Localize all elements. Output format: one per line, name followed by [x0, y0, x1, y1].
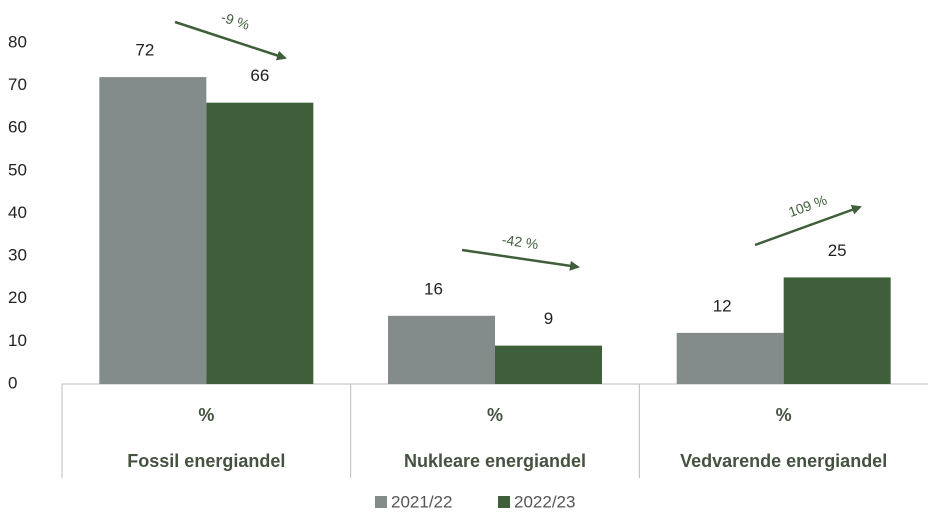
data-label: 12	[713, 296, 732, 315]
annotation-arrow	[174, 20, 287, 61]
data-label: 25	[828, 241, 847, 260]
bar	[388, 315, 495, 384]
legend-label: 2022/23	[514, 492, 575, 511]
data-label: 72	[135, 41, 154, 60]
legend-label: 2021/22	[391, 492, 452, 511]
y-tick-label: 0	[8, 373, 17, 392]
y-tick-label: 20	[8, 288, 27, 307]
y-tick-label: 50	[8, 160, 27, 179]
bar	[206, 102, 314, 385]
x-tick-unit: %	[487, 405, 503, 425]
data-label: 16	[424, 279, 443, 298]
y-tick-label: 30	[8, 246, 27, 265]
x-tick-label: Nukleare energiandel	[404, 451, 586, 471]
annotation-arrow	[461, 248, 580, 271]
annotation: -9 %	[219, 9, 251, 33]
x-tick-unit: %	[776, 405, 792, 425]
y-tick-label: 80	[8, 32, 27, 51]
annotation: -42 %	[501, 231, 539, 252]
annotation: 109 %	[786, 191, 829, 220]
data-label: 9	[544, 309, 553, 328]
annotation-arrow	[754, 205, 862, 247]
y-tick-label: 10	[8, 331, 27, 350]
legend-swatch	[498, 496, 510, 508]
x-tick-label: Vedvarende energiandel	[680, 451, 887, 471]
bar	[783, 277, 891, 384]
x-tick-label: Fossil energiandel	[127, 451, 285, 471]
y-tick-label: 70	[8, 75, 27, 94]
bar	[676, 332, 784, 384]
y-tick-label: 60	[8, 118, 27, 137]
y-tick-label: 40	[8, 203, 27, 222]
legend-swatch	[375, 496, 387, 508]
x-tick-unit: %	[198, 405, 214, 425]
bar	[495, 345, 602, 384]
bar	[99, 77, 207, 384]
data-label: 66	[250, 66, 269, 85]
